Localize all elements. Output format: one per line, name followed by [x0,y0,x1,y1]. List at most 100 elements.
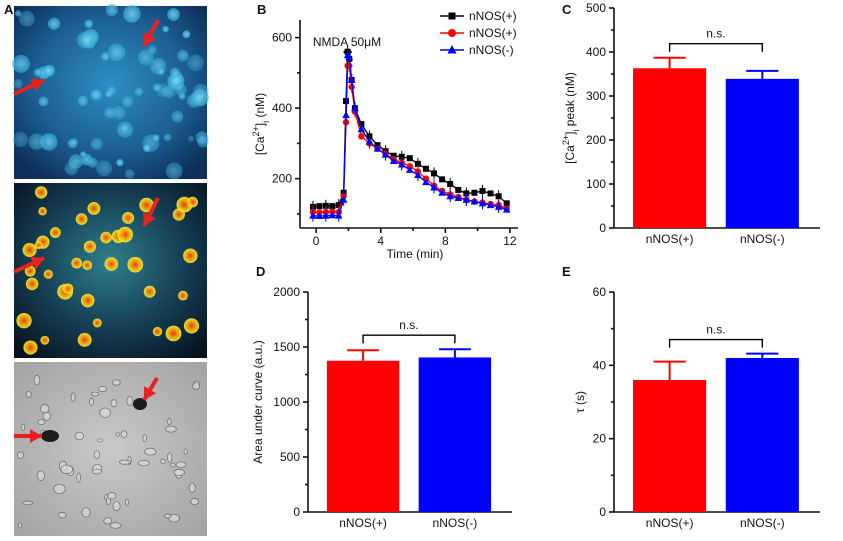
b-point-triangle [373,144,382,152]
merged-cell [122,211,135,224]
merged-cell [75,213,88,225]
c-y-tick-label: 400 [586,45,606,59]
d-category-label: nNOS(-) [433,516,478,530]
e-category-label: nNOS(+) [646,516,694,530]
blue-cell [18,10,35,27]
d-significance-bracket [362,334,456,344]
merged-cell [38,206,47,216]
b-point-triangle [315,212,324,220]
brightfield-cell [173,468,185,476]
d-category-label: nNOS(+) [339,516,387,530]
c-bar [725,78,799,228]
brightfield-cell [53,483,66,495]
chart-b-calcium-trace: 0 4 8 12 200 400 600 Time (min) [Ca2+]i (nM) NMDA… [251,9,518,261]
chart-c-peak-bar: 0 100 200 300 400 500 nNOS(+) nNOS(-) n.s. [Ca2+]… [561,1,820,246]
b-point-triangle [381,150,390,158]
micrograph-fluorescence-merged [14,183,207,358]
e-y-tick-label: 20 [593,432,607,446]
b-y-axis-label-part: i [261,121,271,123]
blue-cell [167,8,180,21]
e-bar [633,380,707,512]
brightfield-cell [109,522,122,529]
b-x-tick-label: 0 [313,234,320,248]
b-legend-label: nNOS(-) [469,43,514,57]
b-point-triangle [502,205,511,213]
b-point-triangle [470,197,479,205]
e-y-tick-label: 40 [593,358,607,372]
brightfield-cell [115,431,120,437]
brightfield-cell [39,404,50,414]
red-arrow-head [30,429,42,443]
b-legend-marker-square [448,12,456,20]
chart-e-tau-bar: 0 20 40 60 nNOS(+) nNOS(-) n.s. τ (s) [573,285,820,530]
brightfield-cell [188,482,196,493]
blue-cell [101,52,110,61]
blue-cell [162,25,169,33]
b-point-triangle [414,171,422,179]
b-point-triangle [365,137,374,145]
blue-cell [84,19,94,29]
brightfield-cell [126,396,134,406]
brightfield-cell [25,391,32,398]
merged-cell [40,335,50,345]
merged-cell [127,256,144,273]
blue-cell [90,137,103,150]
c-y-tick-label: 200 [586,133,606,147]
brightfield-cell [112,501,121,512]
chart-d-auc-bar: 0 500 1000 1500 2000 nNOS(+) nNOS(-) n.s. Area u… [251,285,512,530]
merged-cell [62,283,74,295]
brightfield-cell [118,459,131,465]
b-point-square [316,203,323,210]
arrow-group [13,19,160,443]
merged-cell [92,318,102,328]
brightfield-cell [190,498,200,506]
b-point-square [335,202,342,209]
blue-cell [121,95,134,108]
brightfield-cell [76,472,81,483]
b-point-triangle [389,157,398,165]
brightfield-cell [183,448,188,455]
brightfield-target-cell [133,398,147,410]
brightfield-cell [17,522,23,529]
merged-cell [183,248,198,264]
panel-label-c: C [562,2,572,17]
b-point-square [414,160,421,167]
blue-cell [123,5,141,23]
brightfield-cell [124,498,129,507]
b-point-square [322,202,329,209]
blue-cell [76,31,94,49]
e-category-label: nNOS(-) [740,516,785,530]
merged-cell [80,293,95,308]
blue-cell [116,121,134,138]
b-point-triangle [406,165,414,173]
b-y-axis-label-part: (nM) [253,93,267,121]
blue-cell [96,160,113,177]
c-y-tick-label: 300 [586,89,606,103]
brightfield-cell [142,433,147,443]
b-point-square [406,155,413,162]
blue-cell [143,144,151,152]
c-significance-label: n.s. [706,27,725,41]
merged-cell [77,332,92,347]
b-point-triangle [430,183,438,191]
c-y-axis-label: [Ca2+]i peak (nM) [561,72,581,164]
brightfield-cell [37,419,46,425]
b-series-line-0 [312,51,508,208]
brightfield-cell [81,507,91,518]
c-bar [633,68,707,228]
blue-cell [157,68,165,76]
d-y-tick-label: 1500 [273,340,300,354]
b-point-square [439,176,446,183]
blue-cell [187,54,204,72]
merged-cell [83,240,96,253]
merged-cell [187,196,198,208]
brightfield-cell [112,379,121,386]
blue-cell-group [12,4,209,180]
brightfield-target-cell [41,430,59,442]
e-bar [725,358,799,512]
blue-cell [165,162,183,180]
merged-cell [82,260,93,271]
blue-cell [169,67,180,78]
panel-label-a: A [4,2,14,17]
brightfield-cell-group [17,375,201,529]
